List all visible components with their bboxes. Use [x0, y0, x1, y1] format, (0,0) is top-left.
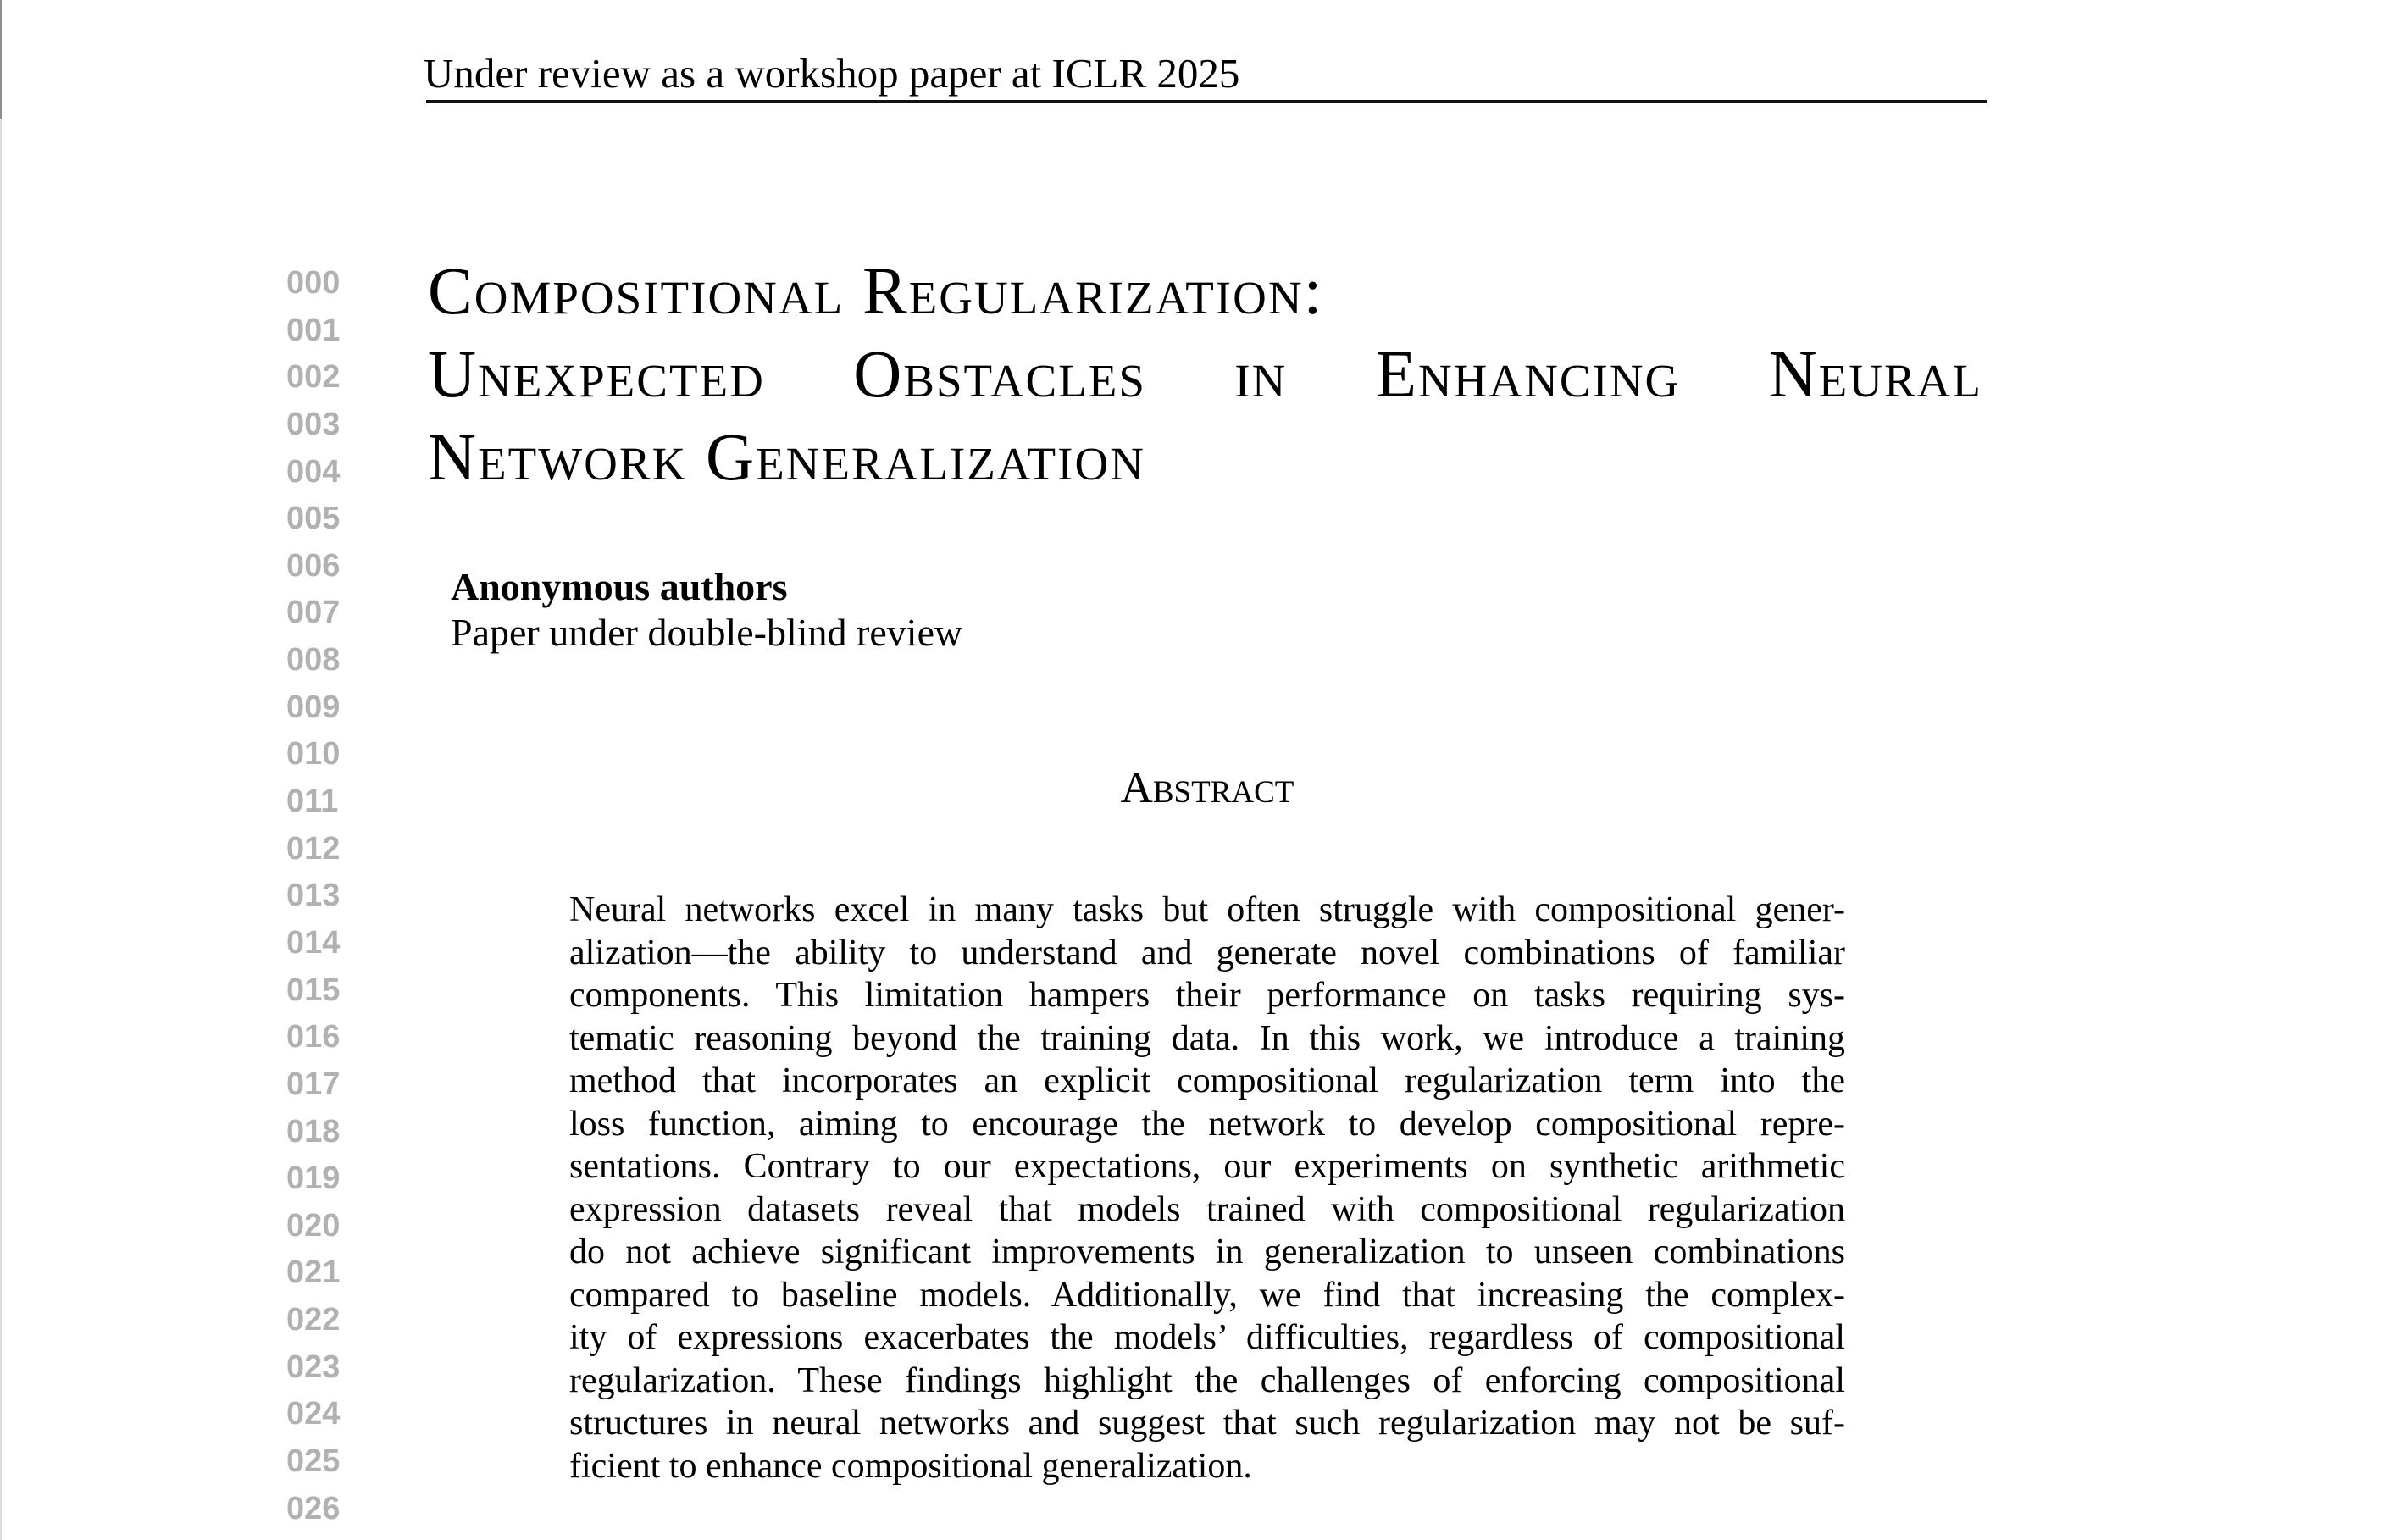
line-number: 010 [286, 736, 341, 773]
paper-title: Compositional Regularization: Unexpected … [428, 251, 1982, 500]
line-number: 021 [286, 1255, 341, 1291]
line-number-gutter: 000 001 002 003 004 005 006 007 008 009 010 011 012 0… [286, 260, 396, 1532]
line-number: 026 [286, 1490, 341, 1526]
header-rule [426, 100, 1987, 103]
abstract-line: Neural networks excel in many tasks but … [569, 890, 1845, 929]
abstract-line: compared to baseline models. Additionall… [569, 1275, 1845, 1315]
line-number: 016 [286, 1019, 341, 1055]
abstract-line: do not achieve significant improvements … [569, 1233, 1845, 1271]
line-number: 002 [286, 359, 341, 396]
abstract-text: Neural networks excel in many tasks but … [569, 889, 1845, 1487]
line-number: 012 [286, 830, 341, 867]
review-status-header: Under review as a workshop paper at ICLR… [424, 50, 1240, 97]
line-number: 011 [286, 784, 339, 820]
title-line: Unexpected Obstacles in Enhancing Neural [428, 338, 1982, 412]
line-number: 013 [286, 878, 341, 914]
abstract-line: sentations. Contrary to our expectations… [569, 1147, 1845, 1186]
abstract-line: structures in neural networks and sugges… [569, 1404, 1845, 1443]
line-number: 025 [286, 1443, 341, 1480]
line-number: 001 [286, 312, 341, 348]
line-number: 019 [286, 1161, 341, 1197]
line-number: 005 [286, 501, 341, 537]
abstract-line: ity of expressions exacerbates the model… [569, 1318, 1845, 1357]
authors-name: Anonymous authors [451, 565, 788, 608]
line-number: 006 [286, 547, 341, 584]
abstract-line: ficient to enhance compositional general… [569, 1446, 1252, 1486]
line-number: 020 [286, 1207, 341, 1244]
title-line: Compositional Regularization: [428, 255, 1324, 329]
line-number: 018 [286, 1113, 341, 1149]
abstract-line: alization—the ability to understand and … [569, 933, 1845, 972]
line-number: 003 [286, 406, 341, 442]
abstract-line: loss function, aiming to encourage the n… [569, 1104, 1845, 1144]
abstract-line: tematic reasoning beyond the training da… [569, 1018, 1845, 1058]
line-number: 017 [286, 1066, 341, 1102]
line-number: 022 [286, 1302, 341, 1338]
line-number: 007 [286, 595, 341, 631]
title-line: Network Generalization [428, 421, 1145, 495]
line-number: 009 [286, 689, 341, 725]
window-edge [0, 119, 2, 1540]
line-number: 000 [286, 265, 341, 301]
abstract-heading: Abstract [1120, 763, 1294, 812]
abstract-line: regularization. These findings highlight… [569, 1360, 1845, 1400]
line-number: 008 [286, 642, 341, 679]
line-number: 024 [286, 1396, 341, 1432]
line-number: 023 [286, 1349, 341, 1385]
window-edge-top [0, 0, 2, 119]
line-number: 015 [286, 972, 341, 1008]
abstract-line: components. This limitation hampers thei… [569, 976, 1845, 1015]
line-number: 014 [286, 924, 341, 961]
abstract-line: method that incorporates an explicit com… [569, 1061, 1845, 1100]
author-block: Anonymous authors Paper under double-bli… [451, 564, 962, 656]
review-type: Paper under double-blind review [451, 611, 963, 654]
line-number: 004 [286, 453, 341, 490]
abstract-line: expression datasets reveal that models t… [569, 1189, 1845, 1229]
